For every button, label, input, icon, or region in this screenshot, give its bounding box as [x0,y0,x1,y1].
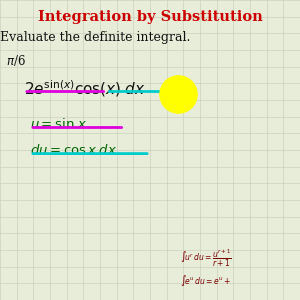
Text: $\int\! e^u\,du = e^u +$: $\int\! e^u\,du = e^u +$ [180,273,231,288]
Text: Evaluate the definite integral.: Evaluate the definite integral. [0,32,190,44]
Text: $2e^{\sin(x)}\cos(x)\;dx$: $2e^{\sin(x)}\cos(x)\;dx$ [24,78,146,99]
Text: $du = \cos x\;dx$: $du = \cos x\;dx$ [30,142,117,157]
Text: $u = \sin\,x$: $u = \sin\,x$ [30,117,88,131]
Text: $\int\! u^r\,du = \dfrac{u^{r+1}}{r+1}$: $\int\! u^r\,du = \dfrac{u^{r+1}}{r+1}$ [180,248,232,269]
Text: Integration by Substitution: Integration by Substitution [38,11,262,25]
Text: $\pi$/6: $\pi$/6 [6,52,26,68]
Circle shape [160,76,197,113]
